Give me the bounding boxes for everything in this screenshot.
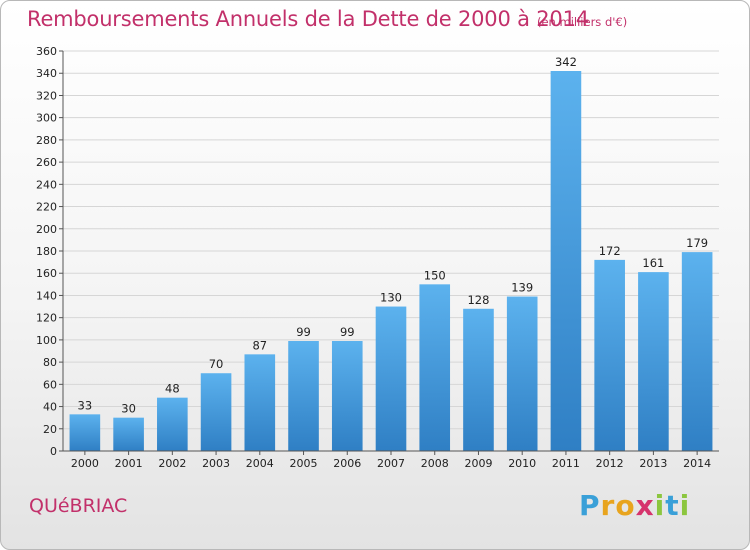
bar-value-label: 150 <box>424 268 446 282</box>
logo-letter: i <box>679 489 691 522</box>
bar-value-label: 128 <box>467 293 489 307</box>
chart-title: Remboursements Annuels de la Dette de 20… <box>27 7 589 31</box>
bar <box>288 341 319 451</box>
y-tick-label: 60 <box>43 378 57 391</box>
bar-value-label: 139 <box>511 281 533 295</box>
bar-value-label: 179 <box>686 236 708 250</box>
bar <box>375 306 407 451</box>
x-tick-label: 2011 <box>552 457 580 470</box>
logo-letter: r <box>600 489 616 522</box>
bar <box>638 272 669 451</box>
bar <box>157 397 188 451</box>
bar-value-label: 342 <box>555 55 577 69</box>
x-tick-label: 2005 <box>290 457 318 470</box>
bar-value-label: 33 <box>78 398 93 412</box>
y-tick-label: 120 <box>36 312 57 325</box>
x-tick-label: 2000 <box>71 457 99 470</box>
x-tick-label: 2013 <box>639 457 667 470</box>
y-tick-label: 240 <box>36 178 57 191</box>
x-tick-label: 2004 <box>246 457 274 470</box>
x-tick-label: 2007 <box>377 457 405 470</box>
y-tick-label: 280 <box>36 134 57 147</box>
bar <box>200 373 232 451</box>
x-tick-label: 2009 <box>464 457 492 470</box>
y-tick-label: 320 <box>36 89 57 102</box>
y-tick-label: 180 <box>36 245 57 258</box>
bar-value-label: 99 <box>296 325 311 339</box>
proxiti-logo: Proxiti <box>579 489 690 522</box>
y-tick-label: 20 <box>43 423 57 436</box>
y-tick-label: 300 <box>36 112 57 125</box>
y-tick-label: 360 <box>36 45 57 58</box>
y-tick-label: 80 <box>43 356 57 369</box>
bar <box>419 284 451 451</box>
bar-value-label: 172 <box>599 244 621 258</box>
y-tick-label: 40 <box>43 401 57 414</box>
y-tick-label: 160 <box>36 267 57 280</box>
x-tick-label: 2001 <box>115 457 143 470</box>
bar <box>244 354 276 451</box>
bar <box>550 71 582 451</box>
y-tick-label: 200 <box>36 223 57 236</box>
y-tick-label: 100 <box>36 334 57 347</box>
x-tick-label: 2010 <box>508 457 536 470</box>
bar <box>506 296 538 451</box>
bar-value-label: 48 <box>165 382 180 396</box>
logo-letter: i <box>654 489 666 522</box>
x-tick-label: 2014 <box>683 457 711 470</box>
x-tick-label: 2012 <box>596 457 624 470</box>
y-tick-label: 140 <box>36 289 57 302</box>
x-tick-label: 2002 <box>158 457 186 470</box>
bar-value-label: 87 <box>252 338 267 352</box>
x-tick-label: 2003 <box>202 457 230 470</box>
bar <box>594 259 625 451</box>
bar-value-label: 30 <box>121 402 136 416</box>
bar <box>331 341 363 451</box>
commune-name: QUéBRIAC <box>29 495 128 517</box>
bar-value-label: 130 <box>380 291 402 305</box>
x-tick-label: 2008 <box>421 457 449 470</box>
bar <box>681 252 713 451</box>
logo-letter: P <box>579 489 601 522</box>
y-tick-label: 220 <box>36 201 57 214</box>
bar <box>463 308 494 451</box>
bar <box>69 414 101 451</box>
y-tick-label: 260 <box>36 156 57 169</box>
bar-value-label: 161 <box>642 256 664 270</box>
x-tick-label: 2006 <box>333 457 361 470</box>
logo-letter: t <box>665 489 680 522</box>
bar-value-label: 99 <box>340 325 355 339</box>
y-tick-label: 0 <box>50 445 57 458</box>
logo-letter: x <box>635 489 655 522</box>
chart-subtitle: (en milliers d'€) <box>537 15 628 29</box>
logo-letter: o <box>615 489 636 522</box>
y-tick-label: 340 <box>36 67 57 80</box>
bar <box>113 417 144 451</box>
bar-value-label: 70 <box>209 357 224 371</box>
